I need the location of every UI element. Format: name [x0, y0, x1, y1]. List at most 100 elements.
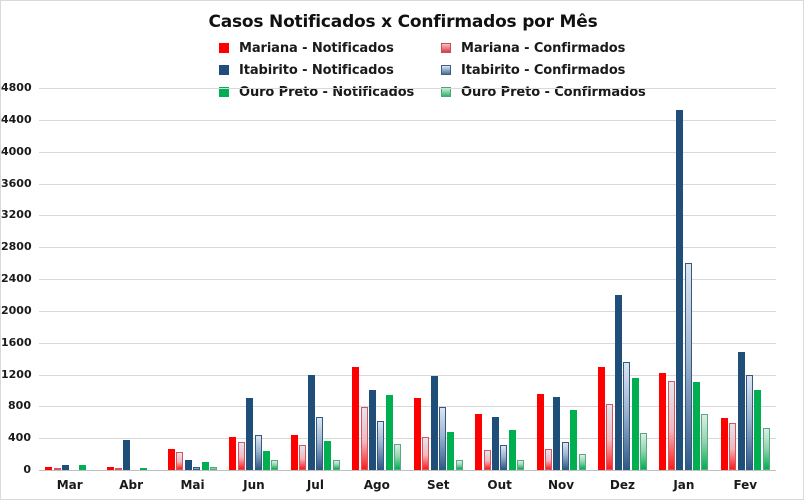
- bar-abr-series-0: [106, 466, 114, 470]
- gridline: [39, 183, 776, 185]
- bar-mar-series-4: [78, 465, 86, 470]
- legend-swatch-icon: [441, 87, 451, 97]
- bar-out-series-3: [500, 444, 508, 470]
- x-tick-label: Nov: [547, 478, 575, 492]
- bar-out-series-1: [483, 450, 491, 470]
- bar-mai-series-2: [184, 460, 192, 470]
- y-tick-label: 4000: [1, 144, 32, 158]
- bar-mai-series-1: [176, 452, 184, 470]
- bar-set-series-3: [438, 407, 446, 470]
- bar-mai-series-4: [201, 462, 209, 470]
- x-tick-label: Mai: [180, 478, 205, 492]
- bar-mar-series-1: [53, 468, 61, 470]
- bar-abr-series-4: [140, 468, 148, 470]
- bar-jul-series-2: [307, 375, 315, 470]
- bar-nov-series-5: [578, 454, 586, 470]
- plot-area: [39, 88, 776, 471]
- gridline: [39, 215, 776, 217]
- legend-label: Mariana - Confirmados: [461, 40, 626, 56]
- x-tick-label: Abr: [119, 478, 144, 492]
- legend-swatch-icon: [219, 65, 229, 75]
- legend-swatch-icon: [219, 43, 229, 53]
- bar-jul-series-4: [324, 440, 332, 470]
- y-tick-label: 3600: [1, 176, 32, 190]
- bar-ago-series-0: [352, 367, 360, 470]
- bar-fev-series-3: [745, 375, 753, 470]
- bar-jun-series-4: [263, 450, 271, 470]
- bar-jun-series-1: [237, 442, 245, 470]
- bar-ago-series-2: [369, 389, 377, 470]
- gridline: [39, 342, 776, 344]
- bar-jan-series-3: [684, 263, 692, 470]
- y-tick-label: 400: [8, 431, 31, 445]
- y-tick-label: 4400: [1, 112, 32, 126]
- bar-mai-series-5: [210, 466, 218, 470]
- y-tick-label: 800: [8, 399, 31, 413]
- bar-fev-series-2: [737, 352, 745, 470]
- bar-set-series-1: [422, 436, 430, 470]
- bar-set-series-4: [447, 431, 455, 470]
- bar-jan-series-2: [676, 109, 684, 470]
- legend-swatch-icon: [441, 43, 451, 53]
- x-tick-label: Jun: [243, 478, 265, 492]
- gridline: [39, 247, 776, 249]
- bar-mai-series-3: [193, 467, 201, 470]
- y-tick-label: 2400: [1, 272, 32, 285]
- x-tick-label: Jul: [306, 478, 324, 492]
- gridline: [39, 438, 776, 440]
- bar-fev-series-1: [729, 423, 737, 470]
- bar-abr-series-2: [123, 439, 131, 470]
- legend-label: Mariana - Notificados: [239, 40, 394, 56]
- bar-jun-series-5: [271, 459, 279, 470]
- bar-jul-series-0: [290, 434, 298, 470]
- bar-set-series-2: [430, 376, 438, 470]
- x-tick-label: Fev: [733, 478, 758, 492]
- x-axis-line: [39, 470, 776, 471]
- bar-jan-series-0: [659, 372, 667, 470]
- x-tick-label: Dez: [609, 478, 635, 492]
- bar-out-series-5: [517, 459, 525, 470]
- gridline: [39, 279, 776, 280]
- gridline: [39, 374, 776, 376]
- gridline: [39, 406, 776, 408]
- y-tick-label: 2800: [1, 240, 32, 254]
- bar-out-series-0: [475, 413, 483, 470]
- legend-item-mariana-confirmados: Mariana - Confirmados: [441, 40, 625, 56]
- bar-nov-series-2: [553, 396, 561, 470]
- bar-nov-series-4: [570, 410, 578, 470]
- y-tick-label: 0: [23, 463, 31, 476]
- bar-fev-series-0: [720, 418, 728, 470]
- x-tick-label: Mar: [56, 478, 83, 492]
- bar-ago-series-1: [360, 407, 368, 470]
- x-tick-label: Out: [487, 478, 512, 492]
- bar-dez-series-4: [631, 377, 639, 470]
- bar-jun-series-2: [246, 398, 254, 470]
- bar-jan-series-5: [701, 414, 709, 470]
- bar-ago-series-3: [377, 420, 385, 470]
- bar-out-series-2: [491, 416, 499, 470]
- bar-nov-series-1: [544, 449, 552, 470]
- bar-jul-series-1: [299, 445, 307, 470]
- y-tick-label: 1600: [1, 335, 32, 349]
- gridline: [39, 119, 776, 121]
- bar-set-series-0: [413, 398, 421, 470]
- bar-dez-series-3: [623, 361, 631, 470]
- legend-label: Itabirito - Confirmados: [461, 62, 626, 78]
- bar-ago-series-4: [385, 395, 393, 470]
- bar-dez-series-2: [614, 294, 622, 470]
- bar-out-series-4: [508, 430, 516, 470]
- legend-label: Itabirito - Notificados: [239, 62, 394, 78]
- bar-nov-series-0: [536, 393, 544, 470]
- gridline: [39, 310, 776, 312]
- legend-swatch-icon: [441, 65, 451, 75]
- legend-item-itabirito-confirmados: Itabirito - Confirmados: [441, 62, 625, 78]
- bar-jun-series-3: [254, 434, 262, 470]
- y-tick-label: 2000: [1, 303, 32, 317]
- legend-swatch-icon: [219, 87, 229, 97]
- bar-mar-series-0: [45, 466, 53, 470]
- x-tick-label: Set: [426, 478, 450, 492]
- gridline: [39, 88, 776, 89]
- bar-dez-series-5: [639, 433, 647, 470]
- y-tick-label: 1200: [1, 367, 32, 381]
- bar-nov-series-3: [561, 442, 569, 470]
